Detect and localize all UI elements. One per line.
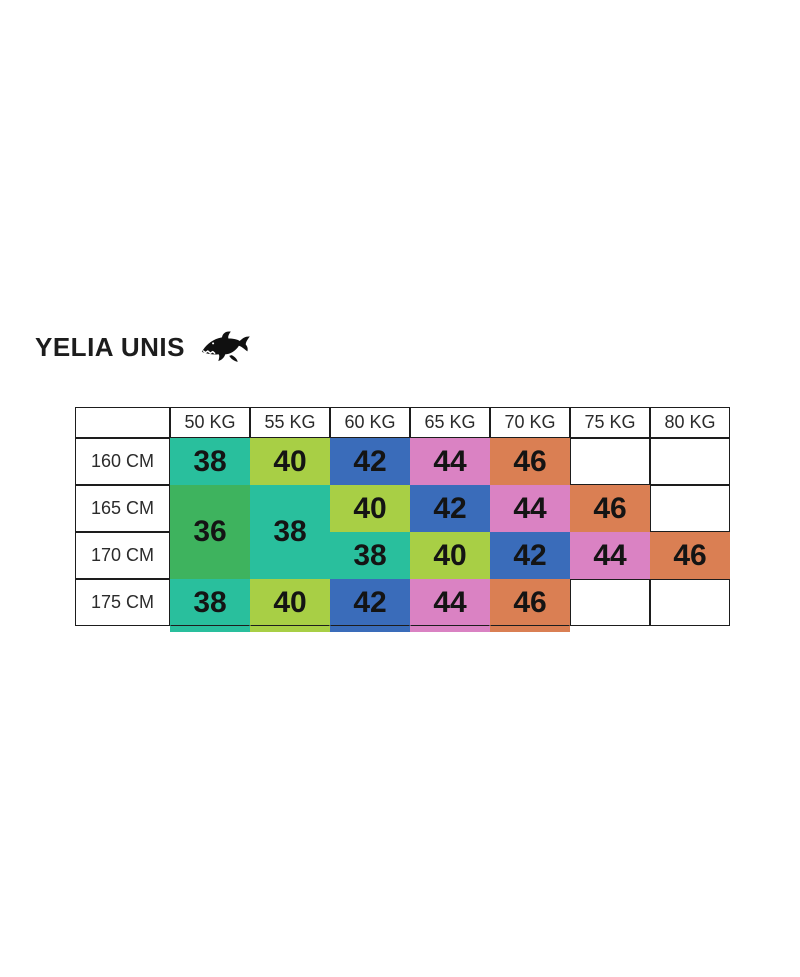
size-cell: 40 [330, 485, 410, 532]
size-cell: 42 [490, 532, 570, 579]
table-row: 175 CM 38 40 42 44 46 [75, 579, 730, 626]
weight-header: 55 KG [250, 407, 330, 438]
size-cell: 40 [250, 438, 330, 485]
empty-cell [650, 438, 730, 485]
weight-header: 70 KG [490, 407, 570, 438]
height-label: 165 CM [75, 485, 170, 532]
header-row: 50 KG 55 KG 60 KG 65 KG 70 KG 75 KG 80 KG [75, 407, 730, 438]
size-cell: 38 [170, 579, 250, 626]
size-cell: 42 [410, 485, 490, 532]
size-chart-table: 50 KG 55 KG 60 KG 65 KG 70 KG 75 KG 80 KG 160 … [75, 407, 730, 626]
shark-icon [201, 329, 251, 365]
table-row: 160 CM 38 40 42 44 46 [75, 438, 730, 485]
empty-cell [570, 579, 650, 626]
size-cell: 46 [570, 485, 650, 532]
size-cell: 38 [170, 438, 250, 485]
size-cell: 44 [490, 485, 570, 532]
size-cell: 38 [330, 532, 410, 579]
size-cell: 46 [490, 438, 570, 485]
size-cell: 40 [410, 532, 490, 579]
height-label: 170 CM [75, 532, 170, 579]
brand-header: YELIA UNIS [35, 329, 251, 365]
size-cell: 44 [570, 532, 650, 579]
size-cell: 46 [650, 532, 730, 579]
table-row: 165 CM 36 38 40 42 44 46 [75, 485, 730, 579]
weight-header: 60 KG [330, 407, 410, 438]
table-body: 160 CM 38 40 42 44 46 165 CM 36 38 40 42 44 46 170 CM… [75, 438, 730, 626]
weight-header: 65 KG [410, 407, 490, 438]
size-cell: 40 [250, 579, 330, 626]
table-row: 170 CM 38 40 42 44 46 [75, 532, 730, 579]
height-label: 175 CM [75, 579, 170, 626]
height-label: 160 CM [75, 438, 170, 485]
empty-cell [650, 579, 730, 626]
weight-header: 80 KG [650, 407, 730, 438]
corner-cell [75, 407, 170, 438]
size-cell: 38 [250, 485, 330, 579]
size-cell: 42 [330, 438, 410, 485]
empty-cell [570, 438, 650, 485]
weight-header: 75 KG [570, 407, 650, 438]
size-cell: 36 [170, 485, 250, 579]
size-cell: 42 [330, 579, 410, 626]
brand-title: YELIA UNIS [35, 331, 185, 362]
weight-header: 50 KG [170, 407, 250, 438]
empty-cell [650, 485, 730, 532]
size-cell: 44 [410, 438, 490, 485]
size-cell: 46 [490, 579, 570, 626]
table-header: 50 KG 55 KG 60 KG 65 KG 70 KG 75 KG 80 KG [75, 407, 730, 438]
size-cell: 44 [410, 579, 490, 626]
